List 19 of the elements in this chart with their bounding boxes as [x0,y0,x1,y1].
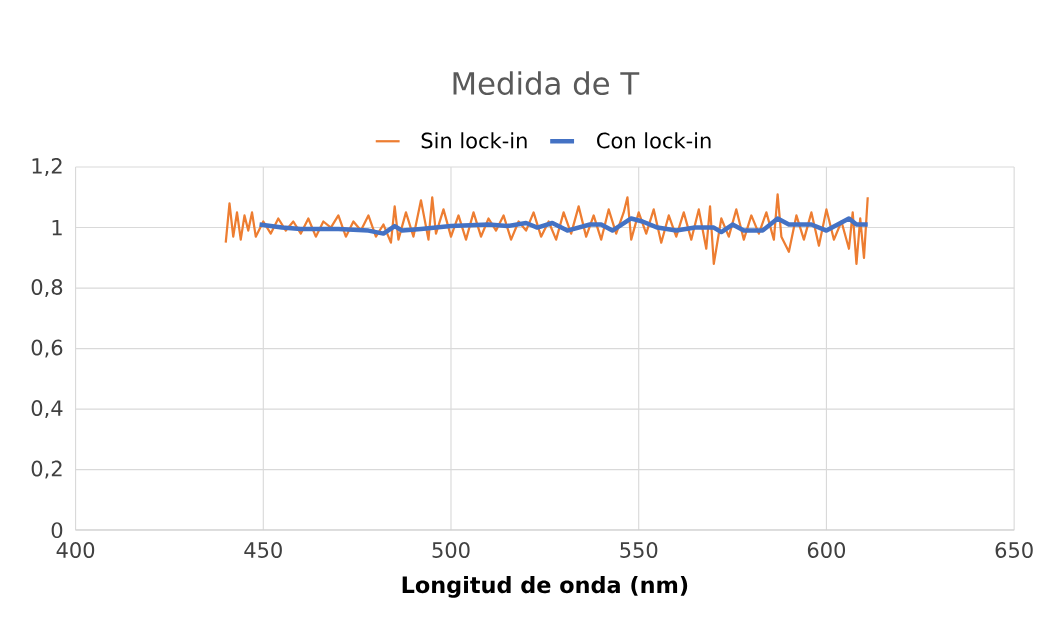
line-series [257,216,870,236]
x-axis-title: Longitud de onda (nm) [402,575,688,598]
x-tick-label: 400 [56,541,95,558]
y-tick-label: 0 [51,522,63,538]
y-tick-label: 1 [52,219,62,236]
x-tick-label: 550 [620,541,658,558]
legend-label: Con lock-in [597,132,711,149]
y-tick-label: 1,2 [32,157,62,176]
x-tick-label: 500 [432,541,470,558]
line-series [224,193,869,265]
legend-label: Sin lock-in [421,132,527,149]
y-tick-label: 0,8 [31,278,63,297]
y-tick-label: 0,6 [31,339,63,358]
y-tick-label: 0,4 [31,400,63,419]
y-tick-label: 0,2 [31,460,62,479]
x-tick-label: 450 [244,541,282,558]
chart-title: Medida de T [453,71,640,95]
x-tick-label: 600 [807,541,846,558]
x-tick-label: 650 [995,541,1033,558]
